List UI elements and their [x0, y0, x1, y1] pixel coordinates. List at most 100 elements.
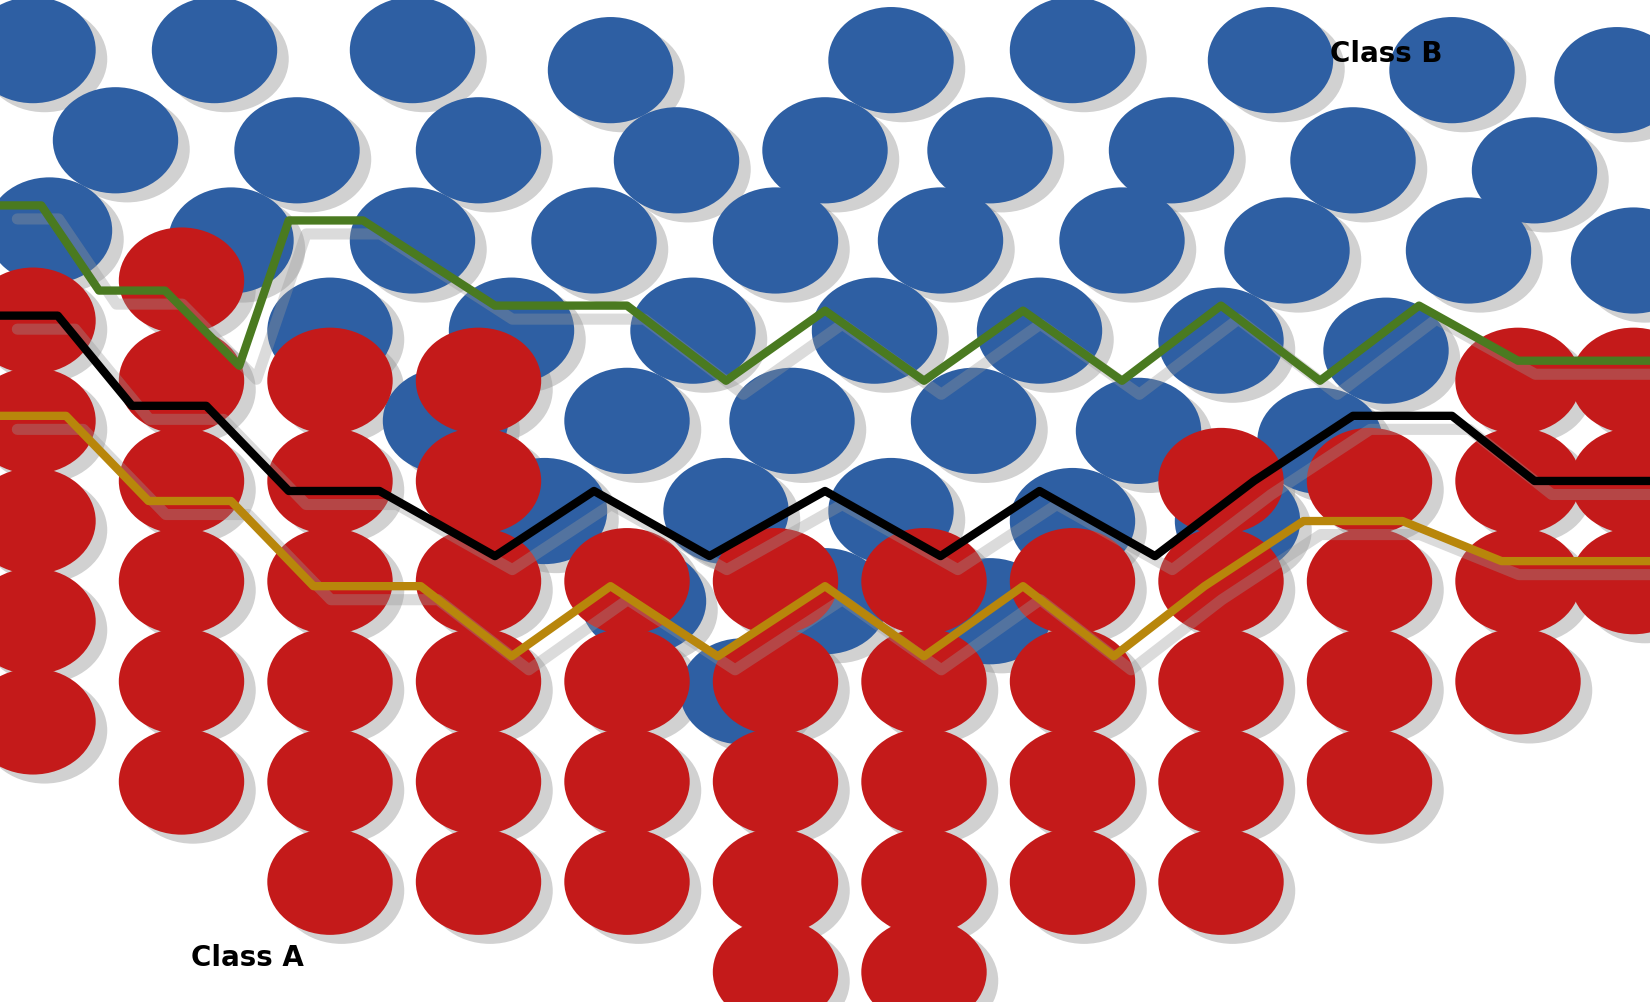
Ellipse shape: [279, 737, 404, 844]
Ellipse shape: [1010, 628, 1135, 734]
Ellipse shape: [1010, 0, 1135, 103]
Ellipse shape: [823, 287, 949, 393]
Ellipse shape: [1010, 468, 1135, 574]
Ellipse shape: [724, 838, 850, 944]
Ellipse shape: [564, 728, 690, 835]
Ellipse shape: [350, 0, 475, 103]
Ellipse shape: [548, 17, 673, 123]
Ellipse shape: [1071, 196, 1196, 303]
Ellipse shape: [1170, 838, 1295, 944]
Ellipse shape: [1158, 428, 1284, 534]
Ellipse shape: [1224, 197, 1350, 304]
Ellipse shape: [267, 278, 393, 384]
Ellipse shape: [873, 537, 998, 643]
Ellipse shape: [1318, 637, 1444, 743]
Ellipse shape: [0, 377, 107, 483]
Ellipse shape: [576, 838, 701, 944]
Ellipse shape: [1307, 528, 1432, 634]
Ellipse shape: [1318, 437, 1444, 543]
Ellipse shape: [152, 0, 277, 103]
Ellipse shape: [482, 458, 607, 564]
Ellipse shape: [873, 637, 998, 743]
Ellipse shape: [663, 458, 789, 564]
Ellipse shape: [234, 97, 360, 203]
Ellipse shape: [1059, 187, 1185, 294]
Ellipse shape: [1389, 17, 1515, 123]
Ellipse shape: [1170, 537, 1295, 643]
Ellipse shape: [1257, 388, 1383, 494]
Ellipse shape: [828, 458, 954, 564]
Ellipse shape: [691, 647, 817, 754]
Ellipse shape: [861, 919, 987, 1002]
Ellipse shape: [774, 557, 899, 663]
Ellipse shape: [246, 106, 371, 212]
Ellipse shape: [1158, 829, 1284, 935]
Ellipse shape: [1467, 637, 1592, 743]
Ellipse shape: [427, 838, 553, 944]
Ellipse shape: [922, 377, 1048, 483]
Ellipse shape: [416, 829, 541, 935]
Ellipse shape: [724, 196, 850, 303]
Ellipse shape: [267, 528, 393, 634]
Ellipse shape: [713, 919, 838, 1002]
Ellipse shape: [130, 737, 256, 844]
Ellipse shape: [1571, 428, 1650, 534]
Ellipse shape: [416, 528, 541, 634]
Ellipse shape: [927, 97, 1053, 203]
Ellipse shape: [267, 728, 393, 835]
Ellipse shape: [1455, 328, 1581, 434]
Ellipse shape: [1472, 117, 1597, 223]
Ellipse shape: [427, 637, 553, 743]
Ellipse shape: [427, 437, 553, 543]
Ellipse shape: [1087, 387, 1213, 493]
Ellipse shape: [1109, 97, 1234, 203]
Ellipse shape: [724, 928, 850, 1002]
Ellipse shape: [416, 628, 541, 734]
Ellipse shape: [267, 328, 393, 434]
Ellipse shape: [119, 528, 244, 634]
Ellipse shape: [642, 287, 767, 393]
Ellipse shape: [1571, 528, 1650, 634]
Ellipse shape: [581, 548, 706, 654]
Ellipse shape: [861, 728, 987, 835]
Ellipse shape: [1455, 628, 1581, 734]
Ellipse shape: [878, 187, 1003, 294]
Ellipse shape: [0, 477, 107, 583]
Ellipse shape: [680, 638, 805, 744]
Ellipse shape: [279, 637, 404, 743]
Ellipse shape: [267, 428, 393, 534]
Ellipse shape: [53, 87, 178, 193]
Ellipse shape: [812, 278, 937, 384]
Ellipse shape: [1467, 337, 1592, 443]
Ellipse shape: [1236, 206, 1361, 313]
Ellipse shape: [576, 637, 701, 743]
Ellipse shape: [0, 268, 96, 374]
Ellipse shape: [840, 16, 965, 122]
Ellipse shape: [873, 838, 998, 944]
Ellipse shape: [1158, 728, 1284, 835]
Ellipse shape: [873, 928, 998, 1002]
Ellipse shape: [1571, 207, 1650, 314]
Ellipse shape: [449, 278, 574, 384]
Ellipse shape: [1010, 528, 1135, 634]
Ellipse shape: [1307, 628, 1432, 734]
Ellipse shape: [1170, 737, 1295, 844]
Ellipse shape: [1467, 437, 1592, 543]
Ellipse shape: [1467, 537, 1592, 643]
Ellipse shape: [988, 287, 1114, 393]
Ellipse shape: [427, 337, 553, 443]
Ellipse shape: [1010, 728, 1135, 835]
Ellipse shape: [939, 567, 1064, 673]
Ellipse shape: [119, 227, 244, 334]
Ellipse shape: [163, 6, 289, 112]
Ellipse shape: [675, 467, 800, 573]
Ellipse shape: [1208, 7, 1333, 113]
Ellipse shape: [1158, 628, 1284, 734]
Ellipse shape: [911, 368, 1036, 474]
Ellipse shape: [559, 26, 685, 132]
Ellipse shape: [1417, 206, 1543, 313]
Ellipse shape: [564, 628, 690, 734]
Ellipse shape: [64, 96, 190, 202]
Ellipse shape: [1170, 297, 1295, 403]
Ellipse shape: [861, 628, 987, 734]
